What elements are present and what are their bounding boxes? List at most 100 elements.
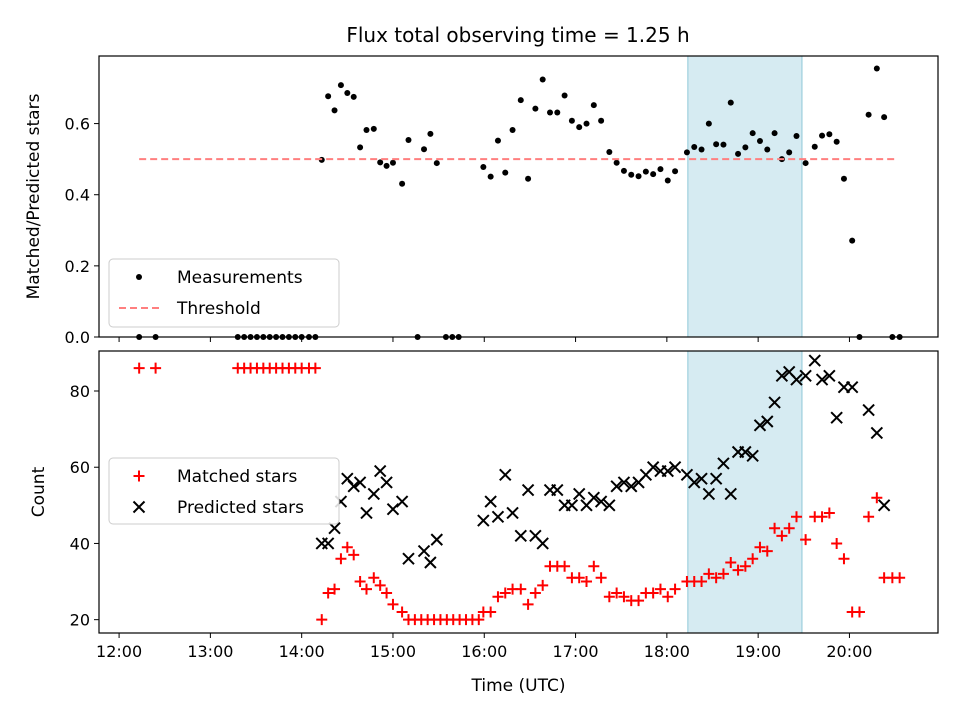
measurement-point xyxy=(691,144,698,151)
matched-star-point xyxy=(761,545,773,557)
measurement-point xyxy=(480,163,487,170)
y-tick-label: 0.0 xyxy=(65,328,90,347)
matched-star-point xyxy=(647,587,659,599)
measurement-point xyxy=(433,160,440,167)
matched-star-point xyxy=(559,560,571,572)
matched-star-point xyxy=(522,598,534,610)
measurement-point xyxy=(389,159,396,166)
measurement-point xyxy=(720,141,727,148)
measurement-point xyxy=(613,159,620,166)
predicted-star-point xyxy=(386,502,400,516)
matched-star-point xyxy=(595,572,607,584)
predicted-star-point xyxy=(877,499,891,512)
legend-label: Predicted stars xyxy=(177,498,304,518)
matched-star-point xyxy=(499,587,511,599)
measurement-point xyxy=(664,177,671,184)
matched-star-point xyxy=(492,591,504,603)
count-panel: 20 40 60 80 12:00 13:00 14:00 15:00 16:00 17:00 18… xyxy=(29,350,939,696)
measurement-point xyxy=(427,130,434,137)
measurement-point xyxy=(350,93,357,100)
measurement-point xyxy=(331,107,338,114)
matched-star-point xyxy=(396,606,408,618)
matched-star-point xyxy=(329,583,341,595)
predicted-star-point xyxy=(499,468,512,482)
predicted-star-point xyxy=(845,380,859,394)
measurement-point xyxy=(487,173,494,180)
matched-star-point xyxy=(348,549,360,561)
measurement-point xyxy=(325,93,332,100)
legend-matched-swatch xyxy=(133,470,145,482)
measurement-point xyxy=(873,65,880,72)
matched-star-point xyxy=(783,522,795,534)
measurement-point xyxy=(635,173,642,180)
x-tick-label: 12:00 xyxy=(96,642,142,661)
measurement-point xyxy=(628,171,635,178)
matched-star-point xyxy=(816,511,828,523)
matched-star-point xyxy=(537,579,549,591)
matched-star-point xyxy=(335,553,347,565)
predicted-star-point xyxy=(753,419,767,432)
y-tick-label: 20 xyxy=(70,611,90,630)
legend-box xyxy=(108,457,340,525)
predicted-star-point xyxy=(477,514,490,527)
predicted-star-point xyxy=(688,476,701,489)
measurement-point xyxy=(620,167,627,174)
matched-star-point xyxy=(732,564,744,576)
matched-star-point xyxy=(387,598,399,610)
measurement-point xyxy=(583,120,590,127)
matched-star-point xyxy=(581,576,593,588)
measurement-point xyxy=(494,137,501,144)
predicted-star-point xyxy=(823,369,836,382)
x-axis-label: Time (UTC) xyxy=(471,676,566,696)
predicted-star-point xyxy=(610,480,623,493)
matched-star-point xyxy=(654,583,666,595)
matched-star-point xyxy=(790,511,802,523)
predicted-star-point xyxy=(625,480,638,493)
matched-star-point xyxy=(703,568,715,580)
matched-star-point xyxy=(611,587,623,599)
matched-star-point xyxy=(473,614,485,626)
y-tick-label: 80 xyxy=(70,382,90,401)
predicted-star-point xyxy=(402,552,415,565)
measurement-point xyxy=(642,168,649,175)
y-axis-label: Matched/Predicted stars xyxy=(24,93,44,299)
measurement-point xyxy=(764,146,771,153)
matched-star-point xyxy=(368,572,380,584)
predicted-star-point xyxy=(430,533,443,546)
measurement-point xyxy=(337,82,344,89)
predicted-star-point xyxy=(360,506,373,520)
legend-label: Matched stars xyxy=(177,467,297,487)
predicted-star-point xyxy=(668,461,682,474)
matched-star-point xyxy=(133,362,145,374)
chart-title: Flux total observing time = 1.25 h xyxy=(346,23,689,47)
axes-frame xyxy=(98,55,939,338)
matched-star-point xyxy=(831,537,843,549)
matched-star-point xyxy=(739,560,751,572)
legend-predicted-swatch xyxy=(132,500,146,514)
matched-star-point xyxy=(838,553,850,565)
y-tick-label: 40 xyxy=(70,534,90,553)
measurement-point xyxy=(657,166,664,173)
predicted-star-point xyxy=(862,403,875,417)
matched-star-point xyxy=(747,553,759,565)
measurement-point xyxy=(735,150,742,157)
measurement-point xyxy=(865,111,872,118)
measurement-point xyxy=(756,138,763,145)
measurement-point xyxy=(509,126,516,133)
measurement-point xyxy=(517,97,524,104)
measurement-point xyxy=(749,130,756,137)
measurement-point xyxy=(833,138,840,145)
measurement-point xyxy=(650,171,657,178)
predicted-star-point xyxy=(417,544,431,558)
predicted-star-point xyxy=(617,476,631,489)
matched-star-point xyxy=(710,572,722,584)
matched-star-point xyxy=(894,572,906,584)
legend-measurement-swatch xyxy=(136,274,142,280)
x-tick-label: 13:00 xyxy=(187,642,233,661)
predicted-star-point xyxy=(695,472,708,485)
matched-star-point xyxy=(776,530,788,542)
measurement-point xyxy=(568,117,575,124)
measurement-point xyxy=(546,109,553,116)
highlight-span xyxy=(687,55,803,338)
matched-star-point xyxy=(662,591,674,603)
